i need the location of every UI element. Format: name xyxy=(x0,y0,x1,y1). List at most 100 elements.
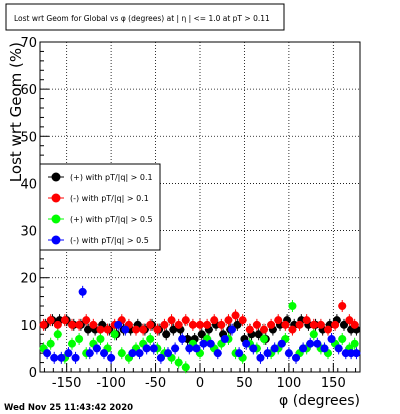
data-point xyxy=(350,339,359,348)
legend-marker xyxy=(51,193,61,203)
data-point xyxy=(167,316,176,325)
data-point xyxy=(68,339,76,348)
data-point xyxy=(284,349,293,358)
data-point xyxy=(139,325,148,334)
data-point xyxy=(142,344,151,353)
data-point xyxy=(169,325,178,334)
data-point xyxy=(213,349,222,358)
data-point xyxy=(340,320,348,329)
data-point xyxy=(160,320,169,329)
data-point xyxy=(132,325,140,334)
data-point xyxy=(53,320,62,329)
data-point xyxy=(192,344,201,353)
data-point xyxy=(196,320,204,329)
y-tick-label: 30 xyxy=(20,225,37,240)
data-point xyxy=(39,320,48,329)
y-tick-label: 10 xyxy=(20,319,37,334)
data-point xyxy=(50,353,59,362)
data-point xyxy=(43,349,52,358)
data-point xyxy=(292,353,300,362)
data-point xyxy=(302,316,311,325)
data-point xyxy=(60,316,69,325)
data-point xyxy=(197,330,206,339)
data-point xyxy=(156,353,165,362)
data-point xyxy=(162,330,171,339)
data-point xyxy=(320,344,329,353)
data-point xyxy=(96,325,105,334)
data-point xyxy=(188,320,197,329)
data-point xyxy=(235,349,244,358)
data-point xyxy=(181,316,190,325)
data-point xyxy=(153,325,162,334)
data-point xyxy=(53,330,62,339)
legend-label: (+) with pT/|q| > 0.1 xyxy=(70,173,153,182)
legend-marker xyxy=(51,235,61,245)
data-point xyxy=(121,325,130,334)
data-point xyxy=(338,302,347,310)
data-point xyxy=(103,325,112,334)
data-point xyxy=(345,316,354,325)
x-tick-label: -100 xyxy=(96,376,126,391)
data-point xyxy=(82,316,91,325)
data-point xyxy=(64,349,73,358)
data-point xyxy=(233,320,242,329)
data-point xyxy=(206,339,215,348)
data-point xyxy=(75,320,84,329)
data-point xyxy=(146,335,155,343)
y-tick-label: 60 xyxy=(20,83,37,98)
data-point xyxy=(110,330,119,339)
data-point xyxy=(220,335,229,343)
data-point xyxy=(256,353,265,362)
y-tick-label: 0 xyxy=(29,366,37,381)
legend-marker xyxy=(51,172,61,182)
data-point xyxy=(228,325,236,334)
data-point xyxy=(313,339,322,348)
data-point xyxy=(92,344,101,353)
legend: (+) with pT/|q| > 0.1 (-) with pT/|q| > 0… xyxy=(39,163,161,251)
data-point xyxy=(203,320,212,329)
y-tick-label: 70 xyxy=(20,36,37,51)
data-point xyxy=(75,335,84,343)
data-point xyxy=(135,349,144,358)
data-point xyxy=(324,325,332,334)
data-point xyxy=(260,325,268,334)
data-point xyxy=(295,320,304,329)
data-point xyxy=(350,320,359,329)
data-point xyxy=(217,320,226,329)
data-point xyxy=(309,320,318,329)
data-point xyxy=(46,316,55,325)
chart-title: Lost wrt Geom for Global vs φ (degrees) … xyxy=(14,14,270,23)
data-point xyxy=(178,335,187,343)
data-point xyxy=(231,311,240,320)
data-point xyxy=(57,353,66,362)
data-point xyxy=(68,320,76,329)
data-point xyxy=(238,316,247,325)
data-point xyxy=(263,349,272,358)
x-tick-label: -50 xyxy=(145,376,166,391)
data-point xyxy=(100,349,108,358)
x-tick-label: 100 xyxy=(276,376,301,391)
data-point xyxy=(199,339,208,348)
data-points xyxy=(39,287,361,372)
legend-label: (-) with pT/|q| > 0.1 xyxy=(70,194,149,203)
x-tick-label: 0 xyxy=(196,376,204,391)
data-point xyxy=(352,349,361,358)
data-point xyxy=(249,344,258,353)
data-point xyxy=(252,320,261,329)
data-point xyxy=(334,344,343,353)
data-point xyxy=(254,330,263,339)
data-point xyxy=(164,349,172,358)
y-tick-label: 50 xyxy=(20,130,37,145)
data-point xyxy=(71,353,80,362)
x-tick-label: 50 xyxy=(236,376,253,391)
data-point xyxy=(171,344,180,353)
data-point xyxy=(288,302,297,310)
data-point xyxy=(181,363,190,372)
x-axis-label: φ (degrees) xyxy=(279,393,360,409)
data-point xyxy=(270,344,279,353)
data-point xyxy=(89,320,98,329)
data-point xyxy=(288,325,297,334)
data-point xyxy=(306,339,315,348)
data-point xyxy=(331,320,340,329)
y-tick-label: 20 xyxy=(20,272,37,287)
